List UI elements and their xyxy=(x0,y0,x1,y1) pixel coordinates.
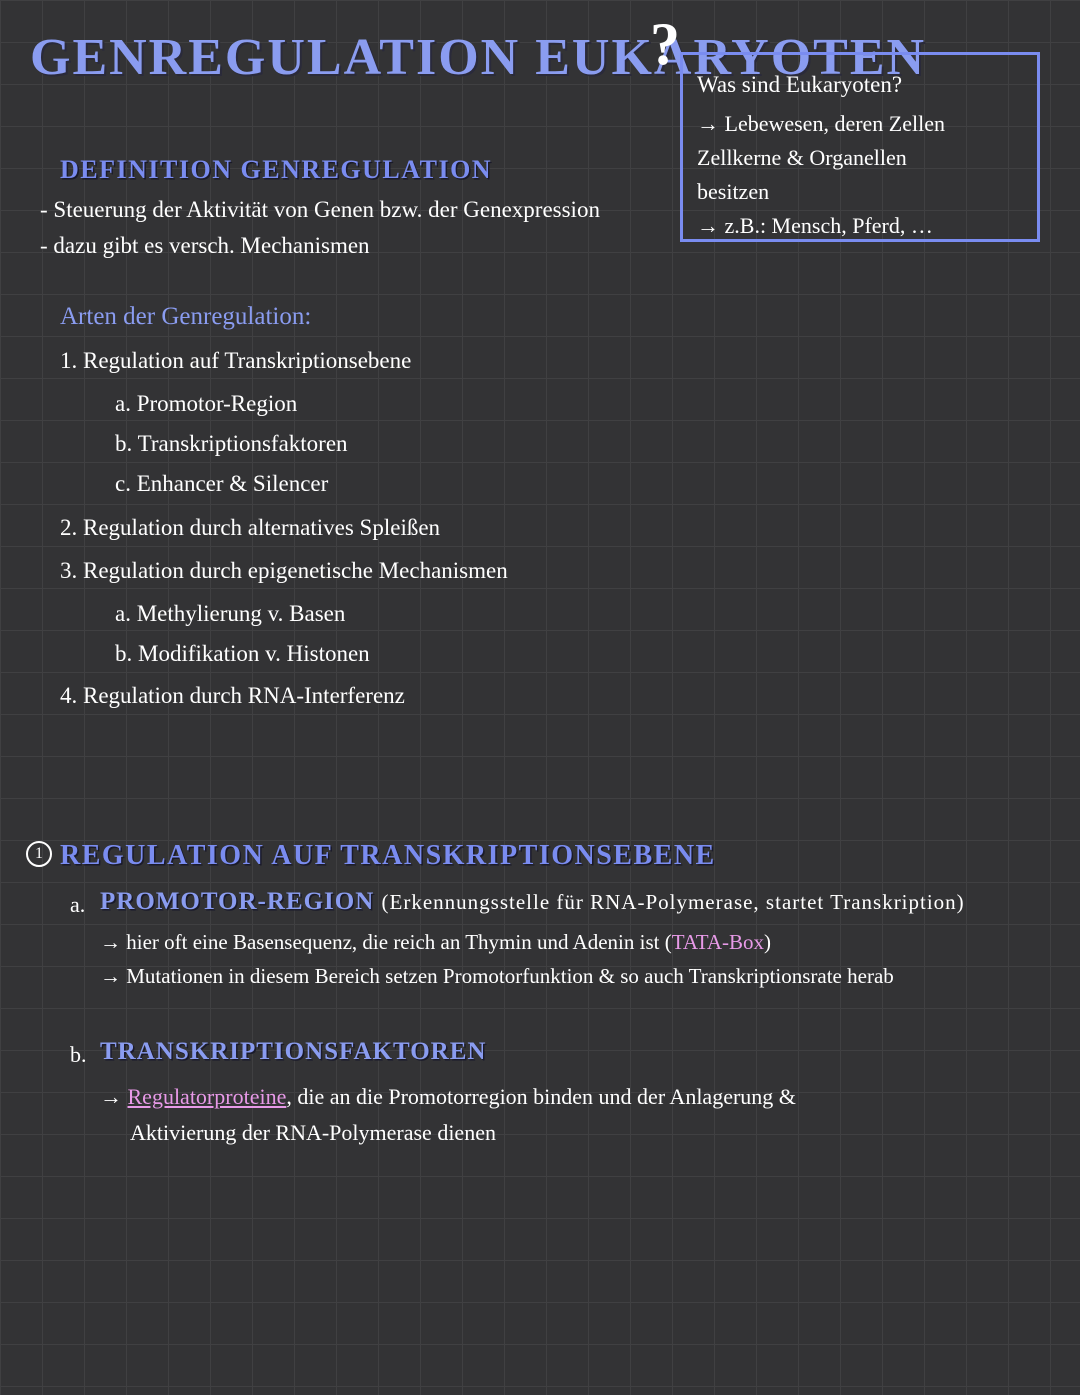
list-subitem: b. Modifikation v. Histonen xyxy=(60,638,370,670)
list-item: 2. Regulation durch alternatives Spleiße… xyxy=(60,512,440,544)
question-mark-icon: ? xyxy=(650,10,680,79)
body-line: → hier oft eine Basensequenz, die reich … xyxy=(100,928,771,957)
list-item: 1. Regulation auf Transkriptionsebene xyxy=(60,345,411,377)
subsection-heading: TRANSKRIPTIONSFAKTOREN xyxy=(100,1038,486,1066)
subsection-index: a. xyxy=(70,892,85,918)
info-box: Was sind Eukaryoten? → Lebewesen, deren … xyxy=(680,52,1040,242)
text: , die an die Promotorregion binden und d… xyxy=(286,1084,796,1109)
body-line: → Mutationen in diesem Bereich setzen Pr… xyxy=(100,962,1060,991)
regulatorproteine-highlight: Regulatorproteine xyxy=(128,1084,287,1109)
subsection-paren: (Erkennungsstelle für RNA-Polymerase, st… xyxy=(382,890,965,914)
body-line: → Regulatorproteine, die an die Promotor… xyxy=(100,1082,796,1113)
definition-line: - dazu gibt es versch. Mechanismen xyxy=(40,230,370,262)
subsection-index: b. xyxy=(70,1042,87,1068)
section-heading: REGULATION AUF TRANSKRIPTIONSEBENE xyxy=(60,840,716,872)
arrow-icon: → xyxy=(100,1084,128,1109)
definition-line: - Steuerung der Aktivität von Genen bzw.… xyxy=(40,194,600,226)
list-subitem: a. Promotor-Region xyxy=(60,388,297,420)
box-heading: Was sind Eukaryoten? xyxy=(697,67,1023,103)
section-circle-icon: 1 xyxy=(26,841,52,867)
promotor-label: PROMOTOR-REGION xyxy=(100,888,374,915)
definition-heading: DEFINITION GENREGULATION xyxy=(60,155,492,185)
list-subitem: a. Methylierung v. Basen xyxy=(60,598,345,630)
body-line: Aktivierung der RNA-Polymerase dienen xyxy=(130,1118,496,1149)
list-subitem: c. Enhancer & Silencer xyxy=(60,468,328,500)
text: ) xyxy=(764,930,771,954)
box-line: Zellkerne & Organellen xyxy=(697,141,1023,175)
box-line: besitzen xyxy=(697,175,1023,209)
subsection-heading: PROMOTOR-REGION (Erkennungsstelle für RN… xyxy=(100,888,965,916)
list-item: 4. Regulation durch RNA-Interferenz xyxy=(60,680,405,712)
text: → hier oft eine Basensequenz, die reich … xyxy=(100,930,672,954)
list-item: 3. Regulation durch epigenetische Mechan… xyxy=(60,555,508,587)
box-line: → z.B.: Mensch, Pferd, … xyxy=(697,209,1023,243)
box-line: → Lebewesen, deren Zellen xyxy=(697,107,1023,141)
list-subitem: b. Transkriptionsfaktoren xyxy=(60,428,348,460)
arten-heading: Arten der Genregulation: xyxy=(60,303,311,331)
tata-box-highlight: TATA-Box xyxy=(672,930,764,954)
